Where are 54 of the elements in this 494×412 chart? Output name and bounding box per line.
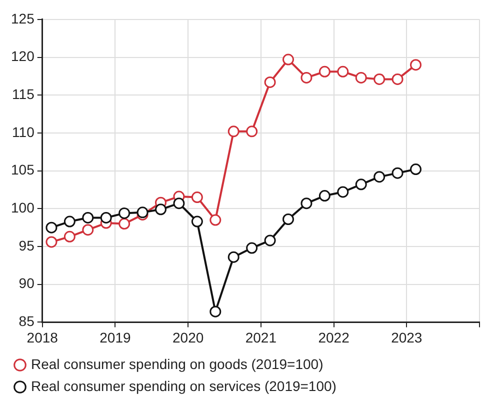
point: [210, 306, 222, 318]
point: [155, 204, 166, 216]
point: [318, 66, 330, 78]
point: [246, 242, 258, 254]
point: [210, 214, 222, 226]
point: [118, 207, 130, 219]
point: [410, 164, 422, 176]
point: [392, 73, 404, 85]
point: [191, 216, 203, 228]
point: [337, 186, 349, 198]
point: [100, 212, 112, 224]
point: [118, 218, 130, 230]
point: [228, 126, 240, 138]
x-tick-label: 2022: [318, 329, 350, 346]
y-tick-label: 95: [18, 237, 35, 254]
point: [191, 192, 203, 204]
y-tick-label: 120: [11, 48, 35, 64]
y-tick-label: 100: [11, 200, 35, 216]
point: [282, 214, 294, 225]
point: [64, 230, 76, 242]
point: [374, 73, 386, 85]
point: [300, 72, 312, 84]
point: [264, 234, 276, 246]
point: [82, 224, 94, 236]
point: [392, 167, 404, 179]
x-tick-label: 2020: [172, 329, 204, 346]
point: [300, 198, 312, 210]
point: [337, 66, 349, 78]
y-tick-label: 125: [11, 10, 35, 26]
y-tick-label: 105: [11, 162, 35, 178]
point: [46, 222, 58, 234]
point: [228, 251, 240, 263]
point: [46, 236, 58, 248]
point: [173, 198, 185, 210]
y-tick-label: 110: [12, 124, 35, 140]
point: [410, 59, 422, 71]
point: [246, 126, 258, 138]
point: [264, 76, 276, 88]
legend-label: Real consumer spending on goods (2019=100): [31, 356, 324, 372]
point: [64, 216, 76, 228]
point: [318, 190, 330, 202]
point: [355, 72, 367, 84]
y-tick-label: 115: [12, 86, 35, 102]
x-tick-label: 2023: [391, 329, 422, 346]
x-tick-label: 2019: [100, 329, 131, 346]
x-tick-label: 2021: [245, 329, 277, 346]
point: [355, 178, 367, 190]
point: [82, 212, 94, 224]
x-tick-label: 2018: [26, 329, 58, 346]
point: [282, 54, 294, 66]
y-tick-label: 90: [18, 275, 35, 292]
legend-label: Real consumer spending on services (2019=100): [31, 378, 336, 394]
y-tick-label: 85: [18, 313, 35, 330]
point: [374, 171, 386, 183]
